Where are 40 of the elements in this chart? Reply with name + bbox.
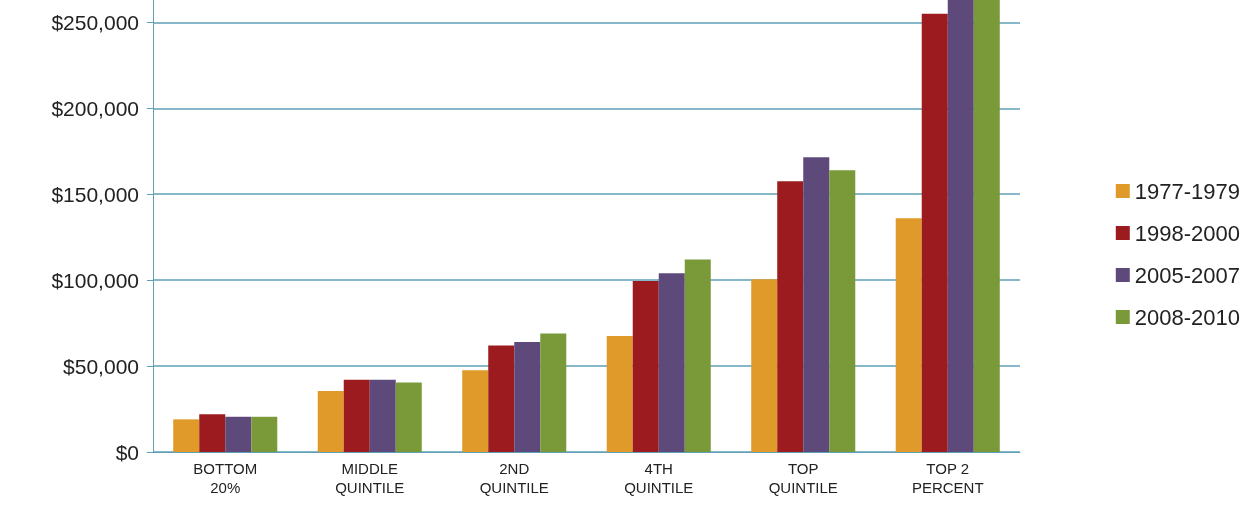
bar [225,416,252,452]
bar [606,335,633,452]
x-tick-label: 2ND QUINTILE [479,460,549,496]
x-tick-label: MIDDLE QUINTILE [335,460,405,496]
bar [803,157,830,452]
bar [251,416,278,452]
y-tick-label: $100,000 [51,268,139,292]
bar [829,170,856,452]
y-tick-label: $250,000 [51,10,139,34]
bar [658,273,685,452]
bar [947,0,974,452]
x-tick-label: TOP 2 PERCENT [911,460,984,496]
legend-label: 1977-1979 [1134,178,1241,204]
bar [921,13,948,452]
bar [488,345,515,452]
bar [343,379,370,452]
y-tick-label: $50,000 [63,354,139,378]
x-tick-label: 4TH QUINTILE [624,460,694,496]
bar [777,181,804,452]
bar [632,281,659,452]
bar [751,279,778,452]
bar [173,419,200,452]
x-tick-label: TOP QUINTILE [768,460,838,496]
legend-label: 1998-2000 [1134,220,1241,246]
legend-label: 2008-2010 [1134,304,1241,330]
y-tick-label: $150,000 [51,182,139,206]
bar [395,382,422,452]
bar [462,370,489,452]
bar [369,379,396,452]
bar [684,259,711,452]
bar [895,218,922,452]
bar [973,0,1000,452]
legend-label: 2005-2007 [1134,262,1241,288]
y-tick-label: $200,000 [51,96,139,120]
bar [199,414,226,452]
y-tick-label: $0 [115,440,139,464]
bar [514,342,541,452]
x-tick-label: BOTTOM 20% [193,460,258,496]
bar [540,333,567,452]
bar [317,390,344,452]
